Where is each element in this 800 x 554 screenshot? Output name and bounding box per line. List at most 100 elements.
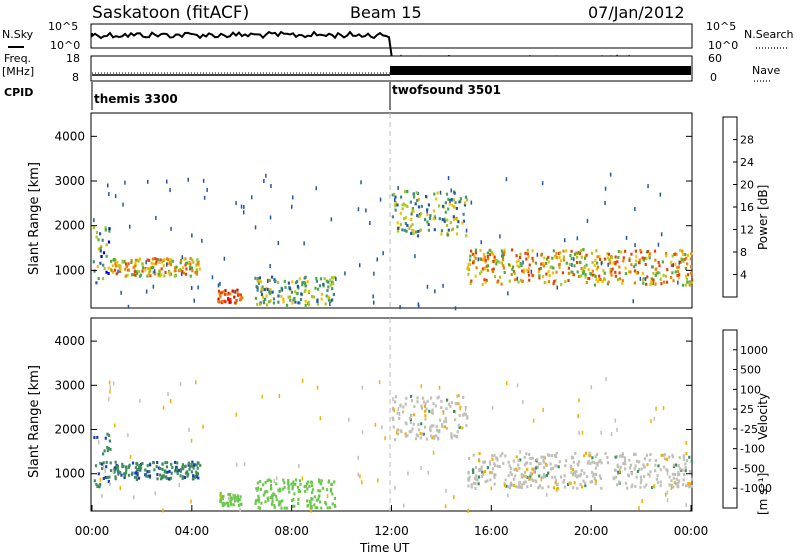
- echo-mark: [493, 255, 496, 259]
- echo-mark: [416, 214, 419, 218]
- echo-mark: [315, 279, 318, 283]
- echo-mark: [400, 195, 403, 199]
- echo-mark: [101, 493, 103, 498]
- echo-mark: [182, 475, 185, 479]
- echo-mark: [491, 268, 494, 272]
- echo-mark: [283, 485, 286, 489]
- echo-mark: [648, 252, 652, 256]
- echo-mark: [152, 262, 155, 266]
- echo-mark: [221, 300, 224, 304]
- echo-mark: [164, 461, 167, 465]
- echo-mark: [594, 479, 597, 483]
- echo-mark: [395, 430, 398, 435]
- echo-mark: [100, 255, 103, 258]
- echo-mark: [569, 464, 572, 468]
- echo-mark: [283, 506, 286, 510]
- echo-mark: [196, 472, 199, 476]
- echo-mark: [578, 260, 582, 264]
- echo-mark: [224, 289, 227, 293]
- echo-mark: [486, 255, 489, 258]
- echo-mark: [411, 427, 414, 431]
- echo-mark: [523, 470, 527, 474]
- echo-mark: [306, 482, 309, 486]
- echo-mark: [417, 302, 420, 307]
- echo-mark: [498, 260, 501, 264]
- echo-mark: [467, 265, 470, 269]
- echo-mark: [257, 494, 260, 498]
- freq-tick-bottom: 8: [72, 71, 79, 84]
- echo-mark: [304, 299, 307, 303]
- echo-mark: [179, 382, 182, 387]
- y-tick-label: 1000: [54, 467, 85, 481]
- echo-mark: [394, 195, 397, 199]
- echo-mark: [132, 265, 135, 269]
- echo-mark: [174, 469, 177, 473]
- echo-mark: [590, 251, 594, 255]
- echo-mark: [427, 228, 430, 232]
- echo-mark: [127, 473, 131, 477]
- echo-mark: [105, 270, 108, 274]
- echo-mark: [449, 221, 452, 225]
- echo-mark: [620, 454, 623, 458]
- echo-mark: [444, 201, 447, 205]
- echo-mark: [465, 424, 468, 428]
- echo-mark: [503, 248, 506, 252]
- echo-mark: [585, 253, 588, 257]
- power-colorbar-label: Power [dB]: [756, 185, 770, 250]
- echo-mark: [467, 262, 470, 266]
- echo-mark: [160, 273, 163, 276]
- echo-mark: [477, 469, 481, 472]
- echo-mark: [482, 258, 485, 262]
- echo-mark: [148, 474, 152, 478]
- echo-mark: [272, 297, 276, 301]
- echo-mark: [229, 292, 232, 296]
- echo-mark: [326, 289, 329, 293]
- echo-mark: [290, 290, 294, 294]
- echo-mark: [103, 267, 106, 270]
- echo-mark: [259, 487, 262, 491]
- echo-mark: [665, 252, 668, 255]
- echo-mark: [95, 482, 98, 486]
- echo-mark: [102, 461, 105, 465]
- echo-mark: [453, 495, 455, 500]
- echo-mark: [116, 469, 119, 473]
- echo-mark: [641, 499, 643, 504]
- echo-mark: [156, 477, 159, 481]
- echo-mark: [639, 276, 642, 281]
- echo-mark: [529, 484, 533, 488]
- echo-mark: [192, 260, 195, 264]
- echo-mark: [120, 290, 122, 295]
- echo-mark: [164, 469, 167, 473]
- echo-mark: [255, 285, 258, 288]
- echo-mark: [102, 263, 105, 267]
- echo-mark: [403, 503, 405, 508]
- echo-mark: [663, 457, 667, 461]
- echo-mark: [411, 229, 414, 233]
- echo-mark: [595, 472, 598, 476]
- echo-mark: [522, 474, 525, 478]
- echo-mark: [436, 396, 439, 400]
- echo-mark: [492, 267, 495, 271]
- echo-mark: [294, 482, 297, 486]
- echo-mark: [578, 252, 582, 256]
- echo-mark: [441, 218, 444, 222]
- echo-mark: [323, 277, 326, 281]
- cpid-segment-themis: themis 3300: [94, 92, 178, 106]
- echo-mark: [223, 256, 226, 261]
- echo-mark: [555, 451, 558, 455]
- echo-mark: [95, 231, 99, 234]
- echo-mark: [682, 454, 685, 458]
- echo-mark: [96, 435, 99, 439]
- echo-mark: [529, 462, 532, 465]
- echo-mark: [392, 397, 394, 402]
- echo-mark: [538, 462, 541, 466]
- echo-mark: [196, 262, 199, 265]
- echo-mark: [104, 468, 106, 473]
- echo-mark: [329, 283, 332, 287]
- echo-mark: [508, 486, 512, 490]
- echo-mark: [147, 267, 150, 270]
- echo-mark: [500, 249, 503, 253]
- echo-mark: [195, 463, 198, 467]
- echo-mark: [410, 218, 413, 221]
- echo-mark: [578, 431, 580, 436]
